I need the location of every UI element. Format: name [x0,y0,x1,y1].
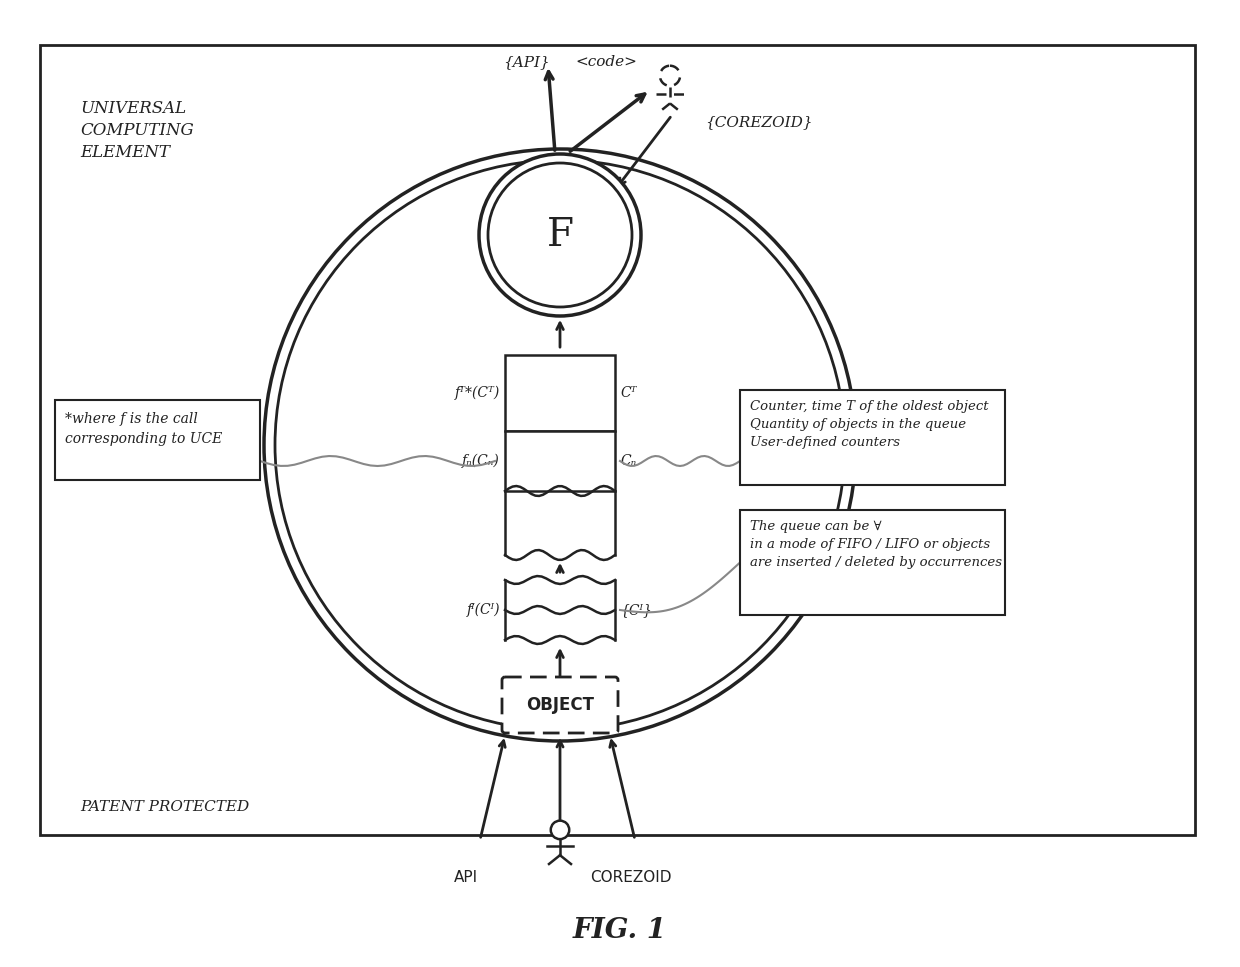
Text: OBJECT: OBJECT [526,696,594,714]
Text: {API}: {API} [503,55,551,69]
Text: FIG. 1: FIG. 1 [573,917,667,944]
Text: <code>: <code> [575,55,637,69]
Text: F: F [547,217,573,253]
Bar [505,431,615,491]
Text: API: API [454,870,479,885]
Text: Cᵀ: Cᵀ [620,386,636,400]
Circle shape [489,163,632,307]
Text: {Cᴵ}: {Cᴵ} [620,603,652,617]
Text: fᵀ*(Cᵀ): fᵀ*(Cᵀ) [455,386,500,400]
Bar [740,390,1004,485]
Bar [740,510,1004,615]
Bar [505,355,615,431]
Text: fᴵ(Cᴵ): fᴵ(Cᴵ) [466,602,500,617]
Bar [55,400,260,480]
Text: *where f is the call
corresponding to UCE: *where f is the call corresponding to UC… [64,412,222,446]
Text: COREZOID: COREZOID [590,870,672,885]
Circle shape [660,66,680,86]
Text: The queue can be ∀
in a mode of FIFO / LIFO or objects
are inserted / deleted by: The queue can be ∀ in a mode of FIFO / L… [750,520,1002,569]
Text: {COREZOID}: {COREZOID} [706,115,812,129]
Text: PATENT PROTECTED: PATENT PROTECTED [81,800,249,814]
Bar [40,45,1195,835]
Text: fₙ(Cₙ): fₙ(Cₙ) [463,454,500,468]
Text: Counter, time T of the oldest object
Quantity of objects in the queue
User-defin: Counter, time T of the oldest object Qua… [750,400,988,449]
Circle shape [479,154,641,316]
Text: UNIVERSAL
COMPUTING
ELEMENT: UNIVERSAL COMPUTING ELEMENT [81,100,193,161]
Circle shape [551,821,569,839]
FancyBboxPatch shape [502,677,618,733]
Text: Cₙ: Cₙ [620,454,636,468]
